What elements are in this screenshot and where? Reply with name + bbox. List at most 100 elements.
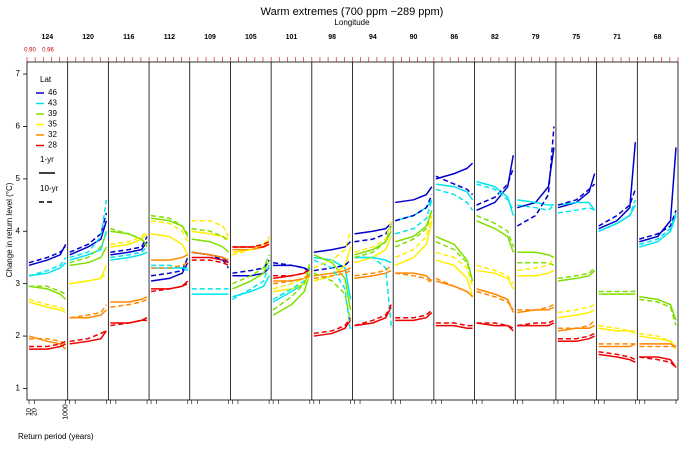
y-tick-label: 2	[16, 331, 21, 340]
y-tick-label: 4	[16, 226, 21, 235]
curve	[395, 272, 433, 285]
curve	[29, 343, 67, 350]
curve	[150, 217, 189, 237]
curve	[435, 259, 474, 297]
legend-label: 46	[48, 88, 57, 97]
y-tick-label: 6	[16, 122, 21, 131]
curve	[354, 269, 392, 280]
curve	[313, 317, 352, 335]
curve	[69, 330, 107, 343]
curve	[354, 222, 392, 235]
curve	[69, 272, 107, 285]
curve	[313, 319, 352, 337]
panel-label: 116	[123, 34, 134, 41]
curve	[69, 309, 107, 319]
curve	[69, 199, 108, 259]
legend-label: 10-yr	[40, 184, 59, 193]
curve	[69, 246, 108, 267]
y-axis-label: Change in return level (°C)	[5, 182, 14, 277]
panel-label: 86	[450, 34, 458, 41]
curve	[232, 236, 270, 256]
curve	[557, 332, 595, 340]
curve	[272, 262, 311, 311]
curve	[354, 264, 392, 277]
curve	[232, 259, 270, 290]
curve	[557, 173, 596, 209]
curve	[435, 162, 474, 180]
panel-label: 112	[164, 34, 175, 41]
curve	[395, 272, 433, 282]
curve	[273, 272, 311, 285]
curve	[273, 267, 311, 277]
curve	[598, 353, 636, 363]
curve	[110, 246, 148, 259]
curve	[639, 215, 677, 248]
panel-label: 71	[613, 34, 621, 41]
curve	[313, 269, 351, 280]
curve	[272, 272, 311, 303]
curve	[69, 304, 107, 319]
curve	[110, 317, 148, 324]
curve	[232, 241, 270, 248]
curve	[435, 235, 474, 282]
curve	[313, 231, 352, 269]
curve	[150, 220, 189, 243]
curve	[29, 285, 67, 295]
panel-label: 105	[245, 34, 257, 41]
curve	[598, 351, 636, 361]
curve	[395, 309, 433, 319]
curve	[517, 306, 555, 314]
panel-label: 94	[369, 34, 377, 41]
curve	[435, 280, 474, 298]
curve	[517, 322, 555, 327]
curve	[517, 251, 555, 259]
curve	[150, 233, 189, 256]
curve	[151, 280, 189, 290]
curve	[517, 204, 555, 212]
curve	[476, 264, 514, 285]
curve	[598, 142, 637, 230]
curve	[110, 298, 148, 308]
curve	[110, 227, 148, 245]
legend-label: 39	[48, 109, 57, 118]
curve	[354, 225, 392, 243]
curve	[273, 267, 311, 280]
curve	[313, 259, 352, 272]
x-tick-label: 1000	[63, 404, 70, 420]
curve	[639, 210, 677, 240]
curve	[110, 319, 148, 327]
curve	[272, 272, 311, 316]
curve	[517, 261, 555, 267]
curve	[29, 340, 67, 348]
curve	[191, 220, 230, 237]
legend-label: 43	[48, 99, 57, 108]
y-tick-label: 7	[16, 69, 21, 78]
curve	[232, 254, 270, 285]
curve	[232, 259, 270, 274]
curve	[598, 343, 636, 348]
curve	[110, 233, 148, 248]
curve	[394, 220, 433, 267]
curve	[598, 189, 637, 227]
x-tick-label: 20	[31, 408, 38, 416]
curve	[557, 309, 595, 319]
legend-title: Lat	[40, 75, 52, 84]
curve	[476, 322, 514, 332]
curve	[598, 204, 636, 232]
curve	[28, 298, 67, 311]
curve	[598, 327, 636, 335]
curve	[395, 311, 433, 322]
curve	[191, 230, 229, 240]
curve	[516, 126, 555, 227]
curve	[476, 214, 514, 248]
curve	[639, 298, 677, 326]
curve	[150, 282, 189, 293]
curve	[639, 147, 677, 243]
curve	[598, 199, 637, 232]
curve	[435, 241, 474, 282]
curve	[435, 324, 473, 329]
curve	[639, 356, 677, 369]
curve	[110, 296, 148, 303]
curve	[151, 262, 189, 269]
